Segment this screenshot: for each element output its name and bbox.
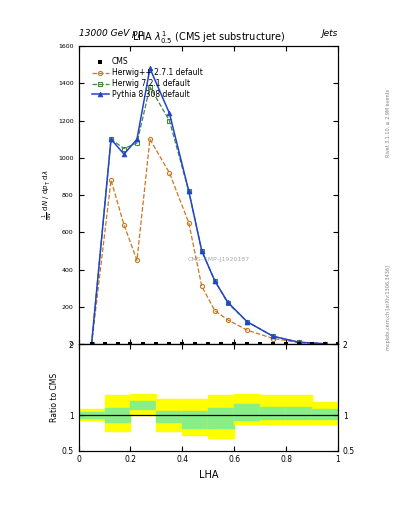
Herwig++ 2.7.1 default: [122, 222, 127, 228]
CMS: [153, 340, 160, 348]
CMS: [296, 340, 302, 348]
Herwig++ 2.7.1 default: [245, 327, 250, 333]
Herwig 7.2.1 default: [148, 84, 152, 90]
CMS: [309, 340, 315, 348]
Herwig 7.2.1 default: [167, 118, 172, 124]
Herwig++ 2.7.1 default: [226, 317, 230, 323]
Legend: CMS, Herwig++ 2.7.1 default, Herwig 7.2.1 default, Pythia 8.308 default: CMS, Herwig++ 2.7.1 default, Herwig 7.2.…: [90, 56, 204, 101]
CMS: [166, 340, 173, 348]
Herwig++ 2.7.1 default: [271, 335, 275, 342]
Pythia 8.308 default: [245, 318, 250, 325]
Text: mcplots.cern.ch [arXiv:1306.3436]: mcplots.cern.ch [arXiv:1306.3436]: [386, 265, 391, 350]
Herwig++ 2.7.1 default: [297, 339, 301, 346]
Herwig 7.2.1 default: [297, 339, 301, 345]
Text: Rivet 3.1.10, ≥ 2.9M events: Rivet 3.1.10, ≥ 2.9M events: [386, 89, 391, 157]
Pythia 8.308 default: [186, 188, 191, 195]
Herwig++ 2.7.1 default: [186, 220, 191, 226]
CMS: [218, 340, 224, 348]
Herwig 7.2.1 default: [89, 341, 94, 347]
Herwig++ 2.7.1 default: [212, 308, 217, 314]
Herwig++ 2.7.1 default: [199, 283, 204, 289]
Pythia 8.308 default: [89, 341, 94, 347]
Herwig++ 2.7.1 default: [108, 177, 114, 183]
CMS: [283, 340, 289, 348]
Pythia 8.308 default: [108, 136, 114, 142]
CMS: [88, 340, 95, 348]
Text: 13000 GeV pp: 13000 GeV pp: [79, 29, 143, 38]
CMS: [101, 340, 108, 348]
CMS: [322, 340, 328, 348]
CMS: [335, 340, 341, 348]
Pythia 8.308 default: [148, 66, 152, 72]
Line: Herwig++ 2.7.1 default: Herwig++ 2.7.1 default: [90, 137, 327, 346]
Herwig 7.2.1 default: [212, 278, 217, 284]
Herwig 7.2.1 default: [108, 136, 114, 142]
CMS: [127, 340, 134, 348]
CMS: [244, 340, 250, 348]
Herwig 7.2.1 default: [134, 140, 140, 146]
Herwig 7.2.1 default: [186, 188, 191, 195]
Herwig 7.2.1 default: [323, 340, 327, 347]
X-axis label: LHA: LHA: [198, 470, 218, 480]
Title: LHA $\lambda^{1}_{0.5}$ (CMS jet substructure): LHA $\lambda^{1}_{0.5}$ (CMS jet substru…: [132, 29, 285, 46]
Herwig++ 2.7.1 default: [167, 169, 172, 176]
Herwig++ 2.7.1 default: [134, 257, 140, 263]
Herwig 7.2.1 default: [122, 145, 127, 152]
CMS: [140, 340, 147, 348]
Herwig++ 2.7.1 default: [89, 341, 94, 347]
CMS: [192, 340, 198, 348]
Herwig++ 2.7.1 default: [323, 340, 327, 347]
Pythia 8.308 default: [297, 339, 301, 345]
Text: CMS–SMP–J1920187: CMS–SMP–J1920187: [187, 257, 250, 262]
Pythia 8.308 default: [271, 333, 275, 339]
Herwig 7.2.1 default: [271, 333, 275, 339]
Y-axis label: $\frac{1}{\mathrm{d}N}$ $\mathrm{d}N$ / $\mathrm{d}p_\mathrm{T}$ $\mathrm{d}\lam: $\frac{1}{\mathrm{d}N}$ $\mathrm{d}N$ / …: [41, 170, 55, 220]
Text: Jets: Jets: [321, 29, 338, 38]
Herwig++ 2.7.1 default: [148, 136, 152, 142]
Pythia 8.308 default: [212, 278, 217, 284]
Pythia 8.308 default: [323, 340, 327, 347]
CMS: [270, 340, 276, 348]
Pythia 8.308 default: [226, 299, 230, 305]
CMS: [114, 340, 121, 348]
CMS: [231, 340, 237, 348]
Line: Pythia 8.308 default: Pythia 8.308 default: [89, 66, 327, 347]
CMS: [257, 340, 263, 348]
Pythia 8.308 default: [199, 248, 204, 254]
Pythia 8.308 default: [167, 110, 172, 116]
CMS: [179, 340, 185, 348]
CMS: [205, 340, 211, 348]
Line: Herwig 7.2.1 default: Herwig 7.2.1 default: [90, 85, 327, 346]
Y-axis label: Ratio to CMS: Ratio to CMS: [50, 373, 59, 422]
Pythia 8.308 default: [122, 151, 127, 157]
Herwig 7.2.1 default: [245, 318, 250, 325]
Pythia 8.308 default: [134, 136, 140, 142]
Herwig 7.2.1 default: [226, 300, 230, 306]
Herwig 7.2.1 default: [199, 248, 204, 254]
